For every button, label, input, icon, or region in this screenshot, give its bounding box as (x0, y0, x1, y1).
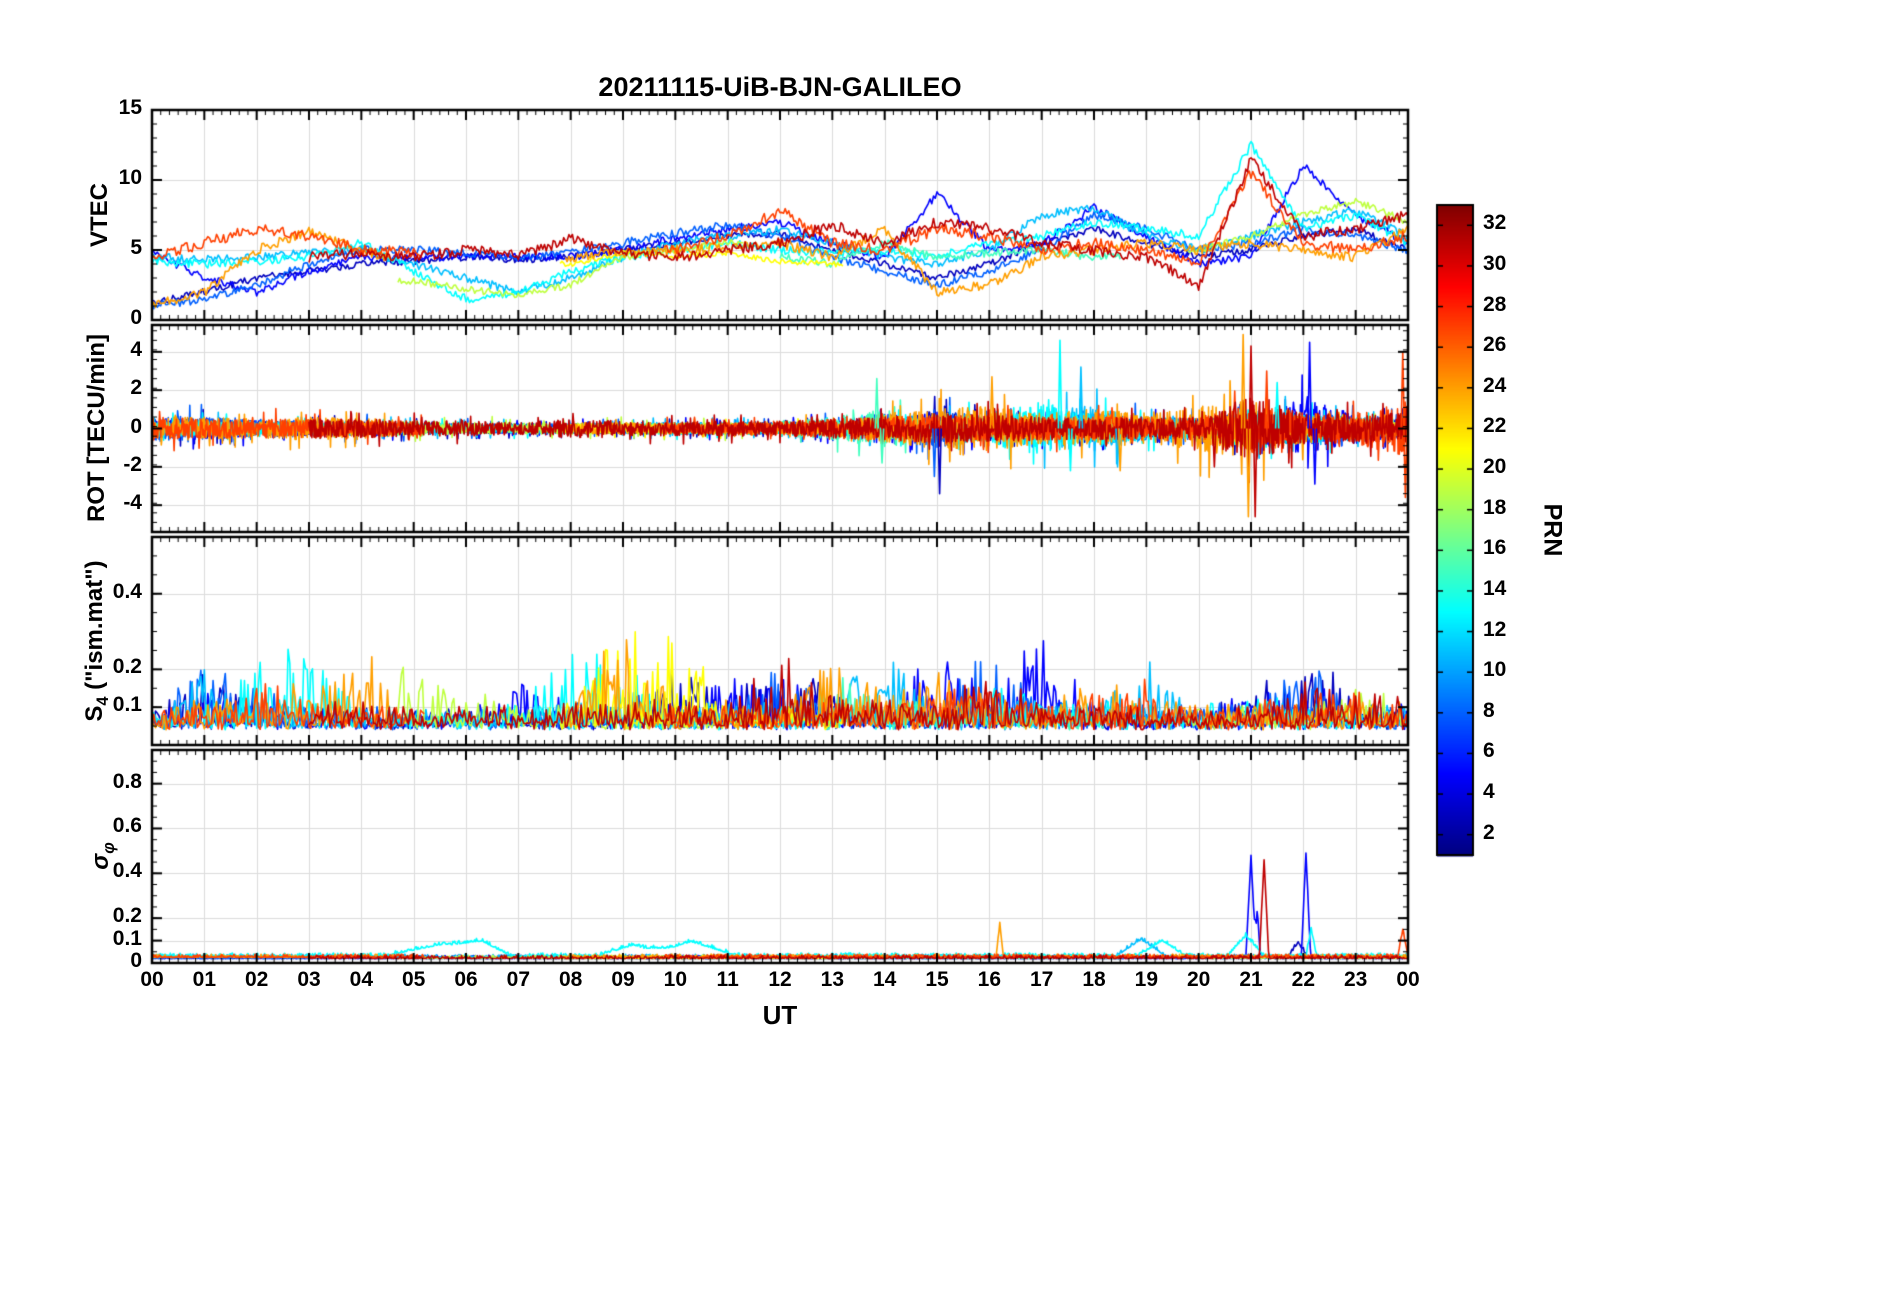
x-tick-label: 12 (768, 968, 792, 991)
colorbar-tick-label: 8 (1483, 698, 1495, 722)
y-tick-label: 5 (130, 236, 142, 259)
y-tick-label: -4 (123, 491, 142, 515)
x-tick-label: 06 (454, 968, 478, 991)
colorbar-tick-label: 4 (1483, 780, 1495, 804)
colorbar-tick-label: 20 (1483, 455, 1507, 479)
y-tick-label: 0.4 (112, 579, 142, 603)
y-tick-label: 10 (118, 166, 142, 189)
y-tick-label: 0 (130, 949, 142, 972)
y-tick-label: 4 (130, 337, 142, 361)
x-tick-label: 14 (872, 968, 897, 991)
y-tick-label: 0.1 (112, 926, 142, 950)
x-tick-label: 19 (1134, 968, 1158, 991)
colorbar-tick-label: 14 (1483, 576, 1507, 600)
figure-title: 20211115-UiB-BJN-GALILEO (598, 72, 962, 102)
y-tick-label: 0.2 (112, 655, 142, 679)
x-tick-label: 20 (1186, 968, 1211, 991)
y-tick-label: 15 (118, 96, 142, 119)
x-tick-label: 23 (1343, 968, 1368, 991)
colorbar-tick-label: 16 (1483, 536, 1507, 560)
x-tick-label: 18 (1082, 968, 1106, 991)
x-tick-label: 04 (349, 968, 373, 991)
x-tick-label: 22 (1291, 968, 1315, 991)
y-tick-label: 0.4 (112, 859, 142, 883)
y-tick-label: 2 (130, 376, 142, 400)
colorbar-tick-label: 18 (1483, 495, 1507, 519)
x-tick-label: 01 (192, 968, 216, 991)
x-tick-label: 09 (611, 968, 635, 991)
y-tick-label: 0 (130, 306, 142, 329)
y-tick-label: 0.1 (112, 693, 142, 717)
colorbar-tick-label: 2 (1483, 820, 1495, 844)
ut-x-axis-label: UT (762, 1000, 798, 1030)
colorbar-tick-label: 12 (1483, 617, 1507, 641)
x-tick-label: 00 (140, 968, 164, 991)
x-tick-label: 13 (820, 968, 844, 991)
y-tick-label: -2 (123, 452, 142, 476)
x-tick-label: 07 (506, 968, 530, 991)
x-tick-label: 21 (1239, 968, 1263, 991)
y-tick-label: 0.2 (112, 904, 142, 928)
x-tick-label: 02 (244, 968, 269, 991)
x-tick-label: 17 (1029, 968, 1054, 991)
colorbar-tick-label: 22 (1483, 414, 1507, 438)
x-tick-label: 11 (716, 968, 739, 991)
x-tick-label: 00 (1396, 968, 1420, 991)
colorbar-tick-label: 6 (1483, 739, 1495, 763)
colorbar-tick-label: 30 (1483, 251, 1507, 275)
sigma-label-sub: φ (99, 842, 118, 854)
x-tick-label: 03 (297, 968, 321, 991)
x-tick-label: 10 (663, 968, 687, 991)
colorbar-tick-label: 28 (1483, 292, 1507, 316)
colorbar-tick-label: 32 (1483, 211, 1507, 235)
x-tick-label: 16 (977, 968, 1001, 991)
colorbar-tick-label: 10 (1483, 658, 1507, 682)
y-tick-label: 0.8 (112, 769, 142, 793)
y-tick-label: 0.6 (112, 814, 142, 838)
y-tick-label: 0 (130, 414, 142, 438)
colorbar-tick-label: 26 (1483, 333, 1507, 357)
colorbar-tick-label: 24 (1483, 373, 1507, 397)
x-tick-label: 05 (401, 968, 426, 991)
x-tick-label: 15 (925, 968, 949, 991)
x-tick-label: 08 (558, 968, 583, 991)
